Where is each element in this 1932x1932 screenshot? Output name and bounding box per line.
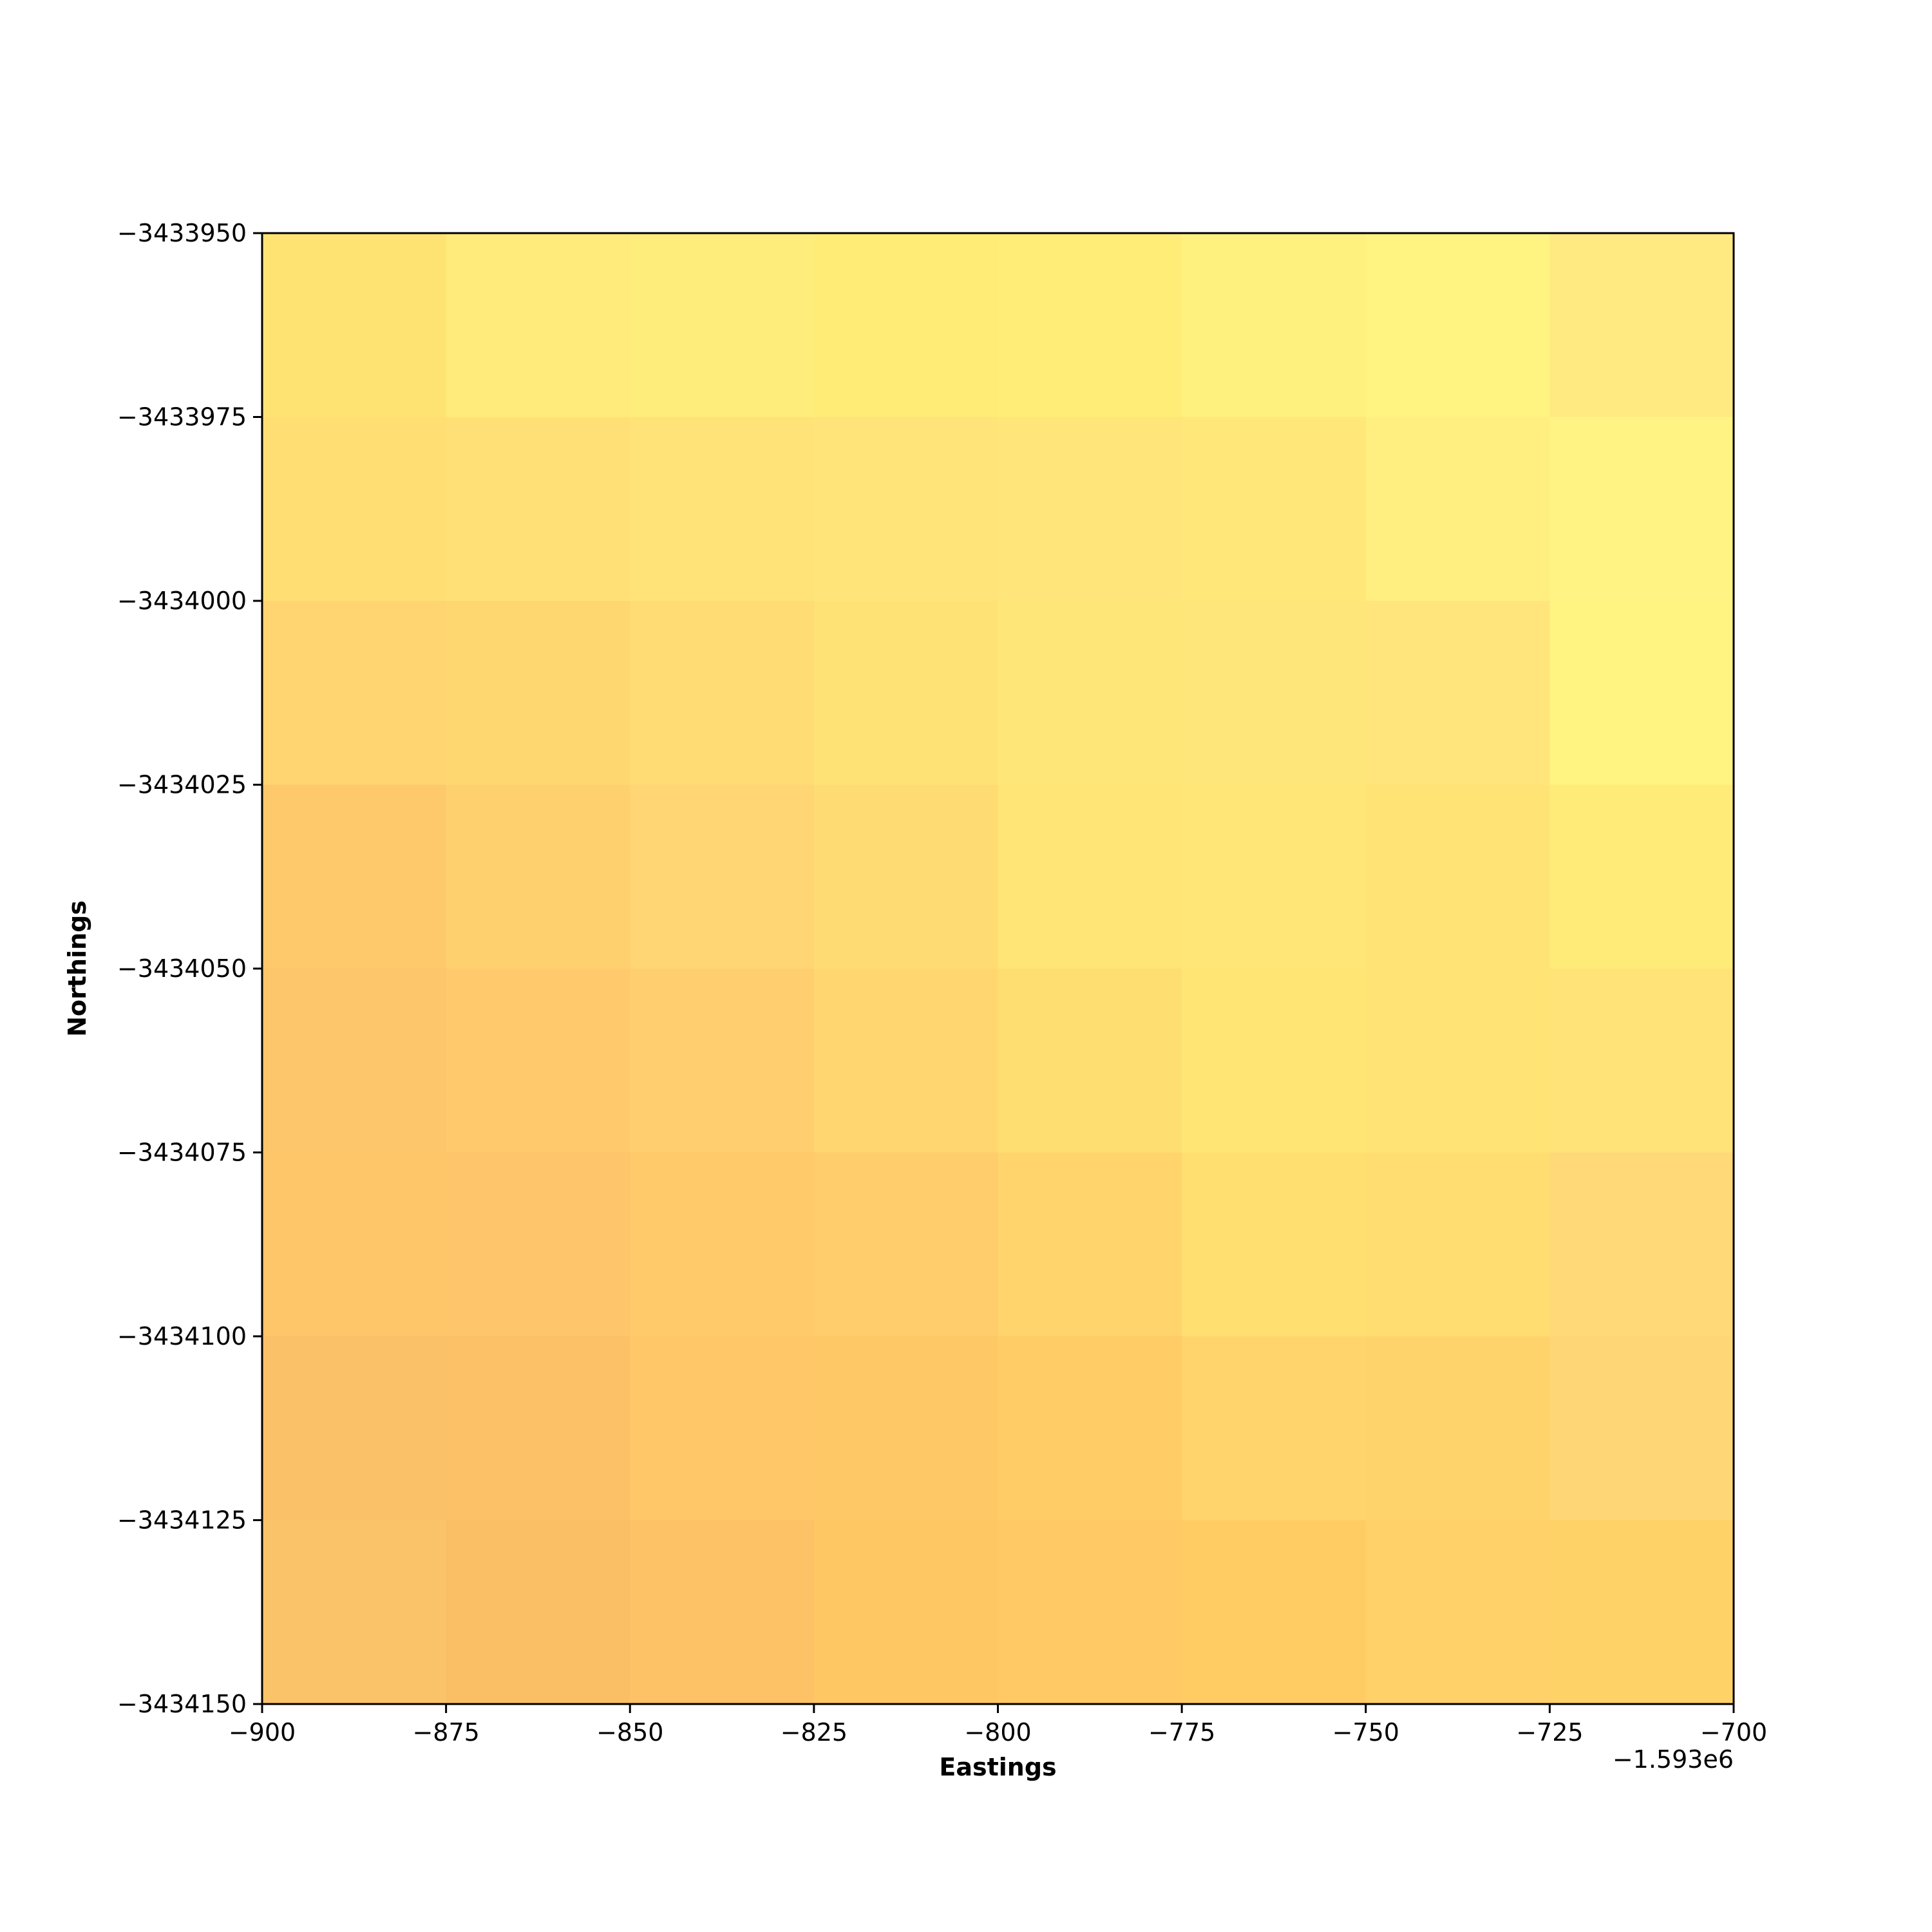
x-axis-ticks: −900 −875 −850 −825 −800 −775 −750 −725 −700 — [229, 1704, 1767, 1747]
heatmap-cell — [1182, 1152, 1367, 1337]
heatmap-cell — [1365, 601, 1550, 785]
heatmap-cell — [446, 1152, 630, 1337]
x-tick-label: −775 — [1148, 1718, 1215, 1747]
y-tick-label: −3434100 — [117, 1322, 247, 1350]
heatmap-cell — [446, 1520, 630, 1705]
y-tick-label: −3434050 — [117, 954, 247, 983]
heatmap-cell — [813, 969, 998, 1153]
heatmap-cell — [1365, 969, 1550, 1153]
heatmap-cell — [813, 417, 998, 601]
heatmap-cell — [813, 233, 998, 417]
heatmap-cell — [1365, 233, 1550, 417]
heatmap-cell — [998, 1336, 1182, 1520]
heatmap-cell — [1365, 1520, 1550, 1705]
heatmap-cell — [813, 601, 998, 785]
x-tick-label: −900 — [229, 1718, 296, 1747]
heatmap-cell — [630, 233, 815, 417]
heatmap-cell — [262, 1336, 447, 1520]
heatmap-cell — [1182, 1520, 1367, 1705]
heatmap-cell — [630, 969, 815, 1153]
heatmap-cell — [262, 1520, 447, 1705]
heatmap-cell — [1182, 233, 1367, 417]
heatmap-cell — [262, 417, 447, 601]
heatmap-cell — [262, 233, 447, 417]
heatmap-cell — [446, 601, 630, 785]
x-tick-label: −875 — [412, 1718, 479, 1747]
heatmap-cell — [998, 784, 1182, 969]
x-axis-label: Eastings — [939, 1753, 1056, 1781]
y-tick-label: −3433950 — [117, 219, 247, 247]
heatmap-cell — [1365, 784, 1550, 969]
x-tick-label: −750 — [1332, 1718, 1399, 1747]
heatmap-cell — [630, 784, 815, 969]
heatmap-cell — [998, 233, 1182, 417]
x-axis-offset-label: −1.593e6 — [1613, 1745, 1734, 1774]
heatmap-cell — [1549, 1520, 1734, 1705]
heatmap-cell — [1365, 1336, 1550, 1520]
x-tick-label: −850 — [596, 1718, 663, 1747]
heatmap-cell — [630, 1520, 815, 1705]
y-axis-ticks: −3433950 −3433975 −3434000 −3434025 −3434050… — [117, 219, 262, 1718]
y-tick-label: −3434075 — [117, 1139, 247, 1167]
heatmap-cell — [1182, 969, 1367, 1153]
heatmap-cell — [1549, 969, 1734, 1153]
y-axis-label: Northings — [63, 900, 91, 1037]
heatmap-cell — [1549, 1152, 1734, 1337]
heatmap-cell — [813, 1152, 998, 1337]
heatmap-cell — [1549, 1336, 1734, 1520]
heatmap-cell — [1549, 601, 1734, 785]
heatmap-cell — [813, 784, 998, 969]
heatmap-cell — [630, 601, 815, 785]
heatmap-cell — [1549, 417, 1734, 601]
y-tick-label: −3433975 — [117, 403, 247, 431]
heatmap-cell — [998, 1152, 1182, 1337]
heatmap-cell — [813, 1520, 998, 1705]
heatmap-cell — [630, 1152, 815, 1337]
heatmap-cell — [998, 969, 1182, 1153]
heatmap-cell — [262, 1152, 447, 1337]
heatmap-cells — [262, 233, 1734, 1705]
heatmap-cell — [1182, 1336, 1367, 1520]
x-tick-label: −800 — [964, 1718, 1031, 1747]
y-tick-label: −3434125 — [117, 1506, 247, 1535]
heatmap-cell — [998, 601, 1182, 785]
heatmap-cell — [1182, 601, 1367, 785]
heatmap-cell — [998, 1520, 1182, 1705]
heatmap-cell — [1365, 417, 1550, 601]
y-tick-label: −3434000 — [117, 587, 247, 615]
heatmap-cell — [630, 417, 815, 601]
heatmap-cell — [446, 784, 630, 969]
heatmap-cell — [1182, 417, 1367, 601]
heatmap-cell — [630, 1336, 815, 1520]
heatmap-cell — [446, 1336, 630, 1520]
x-tick-label: −700 — [1700, 1718, 1767, 1747]
heatmap-cell — [262, 969, 447, 1153]
heatmap-cell — [1549, 784, 1734, 969]
heatmap-cell — [998, 417, 1182, 601]
heatmap-cell — [262, 601, 447, 785]
heatmap-cell — [446, 417, 630, 601]
x-tick-label: −825 — [781, 1718, 848, 1747]
heatmap-cell — [1365, 1152, 1550, 1337]
heatmap-cell — [1182, 784, 1367, 969]
heatmap-cell — [262, 784, 447, 969]
heatmap-cell — [446, 233, 630, 417]
y-tick-label: −3434150 — [117, 1690, 247, 1718]
heatmap-cell — [813, 1336, 998, 1520]
x-tick-label: −725 — [1516, 1718, 1583, 1747]
y-tick-label: −3434025 — [117, 771, 247, 799]
heatmap-cell — [446, 969, 630, 1153]
heatmap-cell — [1549, 233, 1734, 417]
